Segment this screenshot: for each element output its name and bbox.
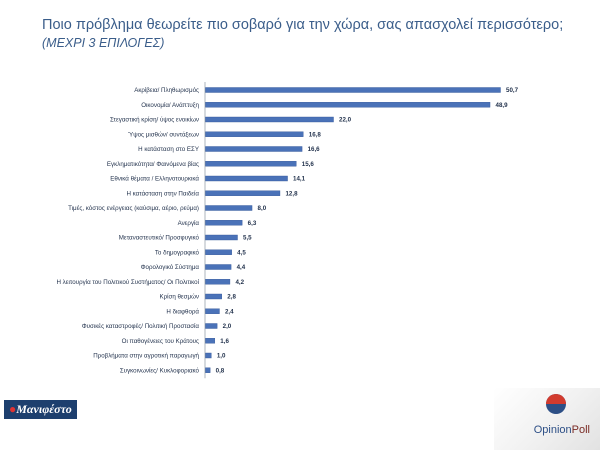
- value-label: 4,4: [237, 264, 246, 271]
- category-label: Οικονομία/ Ανάπτυξη: [141, 102, 199, 109]
- opinionpoll-logo: OpinionPoll: [494, 388, 600, 450]
- bar: [205, 102, 491, 108]
- category-label: Η λειτουργία του Πολιτικού Συστήματος/ Ο…: [56, 279, 199, 286]
- opinionpoll-text-poll: Poll: [571, 424, 590, 436]
- value-label: 5,5: [243, 235, 252, 242]
- bar: [205, 323, 218, 329]
- value-label: 16,8: [309, 131, 322, 138]
- chart-title: Ποιο πρόβλημα θεωρείτε πιο σοβαρό για τη…: [42, 17, 564, 33]
- bar: [205, 264, 232, 270]
- category-label: Στεγαστική κρίση/ ύψος ενοικίων: [110, 117, 199, 124]
- value-label: 15,6: [302, 161, 315, 168]
- chart-subtitle: (ΜΕΧΡΙ 3 ΕΠΙΛΟΓΕΣ): [42, 36, 165, 50]
- value-label: 16,6: [308, 146, 321, 153]
- manifesto-logo-text: Μανιφέστο: [16, 402, 72, 416]
- bar: [205, 279, 231, 285]
- category-label: Ύψος μισθών/ συντάξεων: [128, 131, 199, 138]
- value-label: 22,0: [339, 117, 352, 124]
- category-label: Μεταναστευτικό/ Προσφυγικό: [119, 235, 200, 242]
- logo-dot-icon: ●: [9, 402, 17, 416]
- category-label: Συγκοινωνίες/ Κυκλοφοριακό: [120, 367, 200, 374]
- category-label: Η κατάσταση στην Παιδεία: [126, 190, 199, 197]
- value-label: 50,7: [506, 87, 519, 94]
- category-label: Το δημογραφικό: [155, 249, 200, 256]
- bar: [205, 161, 297, 167]
- value-label: 2,8: [227, 294, 236, 301]
- category-label: Η διαφθορά: [166, 308, 199, 315]
- bar: [205, 367, 211, 373]
- category-label: Προβλήματα στην αγροτική παραγωγή: [93, 353, 199, 360]
- bar: [205, 338, 216, 344]
- value-label: 4,5: [237, 249, 246, 256]
- bar: [205, 249, 232, 255]
- category-label: Εγκληματικότητα/ Φαινόμενα βίας: [107, 161, 199, 168]
- bar: [205, 87, 501, 93]
- value-label: 2,4: [225, 308, 234, 315]
- category-label: Ανεργία: [178, 220, 200, 227]
- value-label: 48,9: [496, 102, 509, 109]
- bar: [205, 220, 243, 226]
- value-label: 4,2: [235, 279, 244, 286]
- bar: [205, 175, 288, 182]
- manifesto-logo: ●Μανιφέστο: [4, 400, 77, 419]
- bar: [205, 308, 220, 314]
- value-label: 6,3: [248, 220, 257, 227]
- bar: [205, 205, 253, 211]
- value-label: 0,8: [216, 367, 225, 374]
- bar: [205, 116, 334, 123]
- value-label: 1,0: [217, 353, 226, 360]
- category-label: Ακρίβεια/ Πληθωρισμός: [134, 87, 199, 94]
- category-label: Φορολογικό Σύστημα: [141, 264, 200, 271]
- bar: [205, 293, 222, 300]
- bar: [205, 190, 281, 196]
- category-label: Η κατάσταση στο ΕΣΥ: [138, 146, 199, 153]
- opinionpoll-text-opinion: Opinion: [533, 424, 572, 436]
- value-label: 8,0: [258, 205, 267, 212]
- category-label: Οι παθογένειες του Κράτους: [122, 338, 199, 345]
- value-label: 12,8: [285, 190, 298, 197]
- bar: [205, 146, 303, 152]
- value-label: 1,6: [220, 338, 229, 345]
- bar: [205, 131, 304, 137]
- bar: [205, 352, 212, 359]
- bar: [205, 234, 238, 241]
- category-label: Φυσικές καταστροφές/ Πολιτική Προστασία: [82, 323, 200, 330]
- opinionpoll-logo-text: OpinionPoll: [534, 424, 590, 436]
- opinionpoll-circle-icon: [546, 394, 566, 414]
- value-label: 2,0: [223, 323, 232, 330]
- value-label: 14,1: [293, 176, 306, 183]
- category-label: Εθνικά θέματα / Ελληνοτουρκικά: [110, 176, 199, 183]
- category-label: Κρίση θεσμών: [159, 294, 199, 301]
- category-label: Τιμές, κόστος ενέργειας (καύσιμα, αέριο,…: [68, 205, 199, 212]
